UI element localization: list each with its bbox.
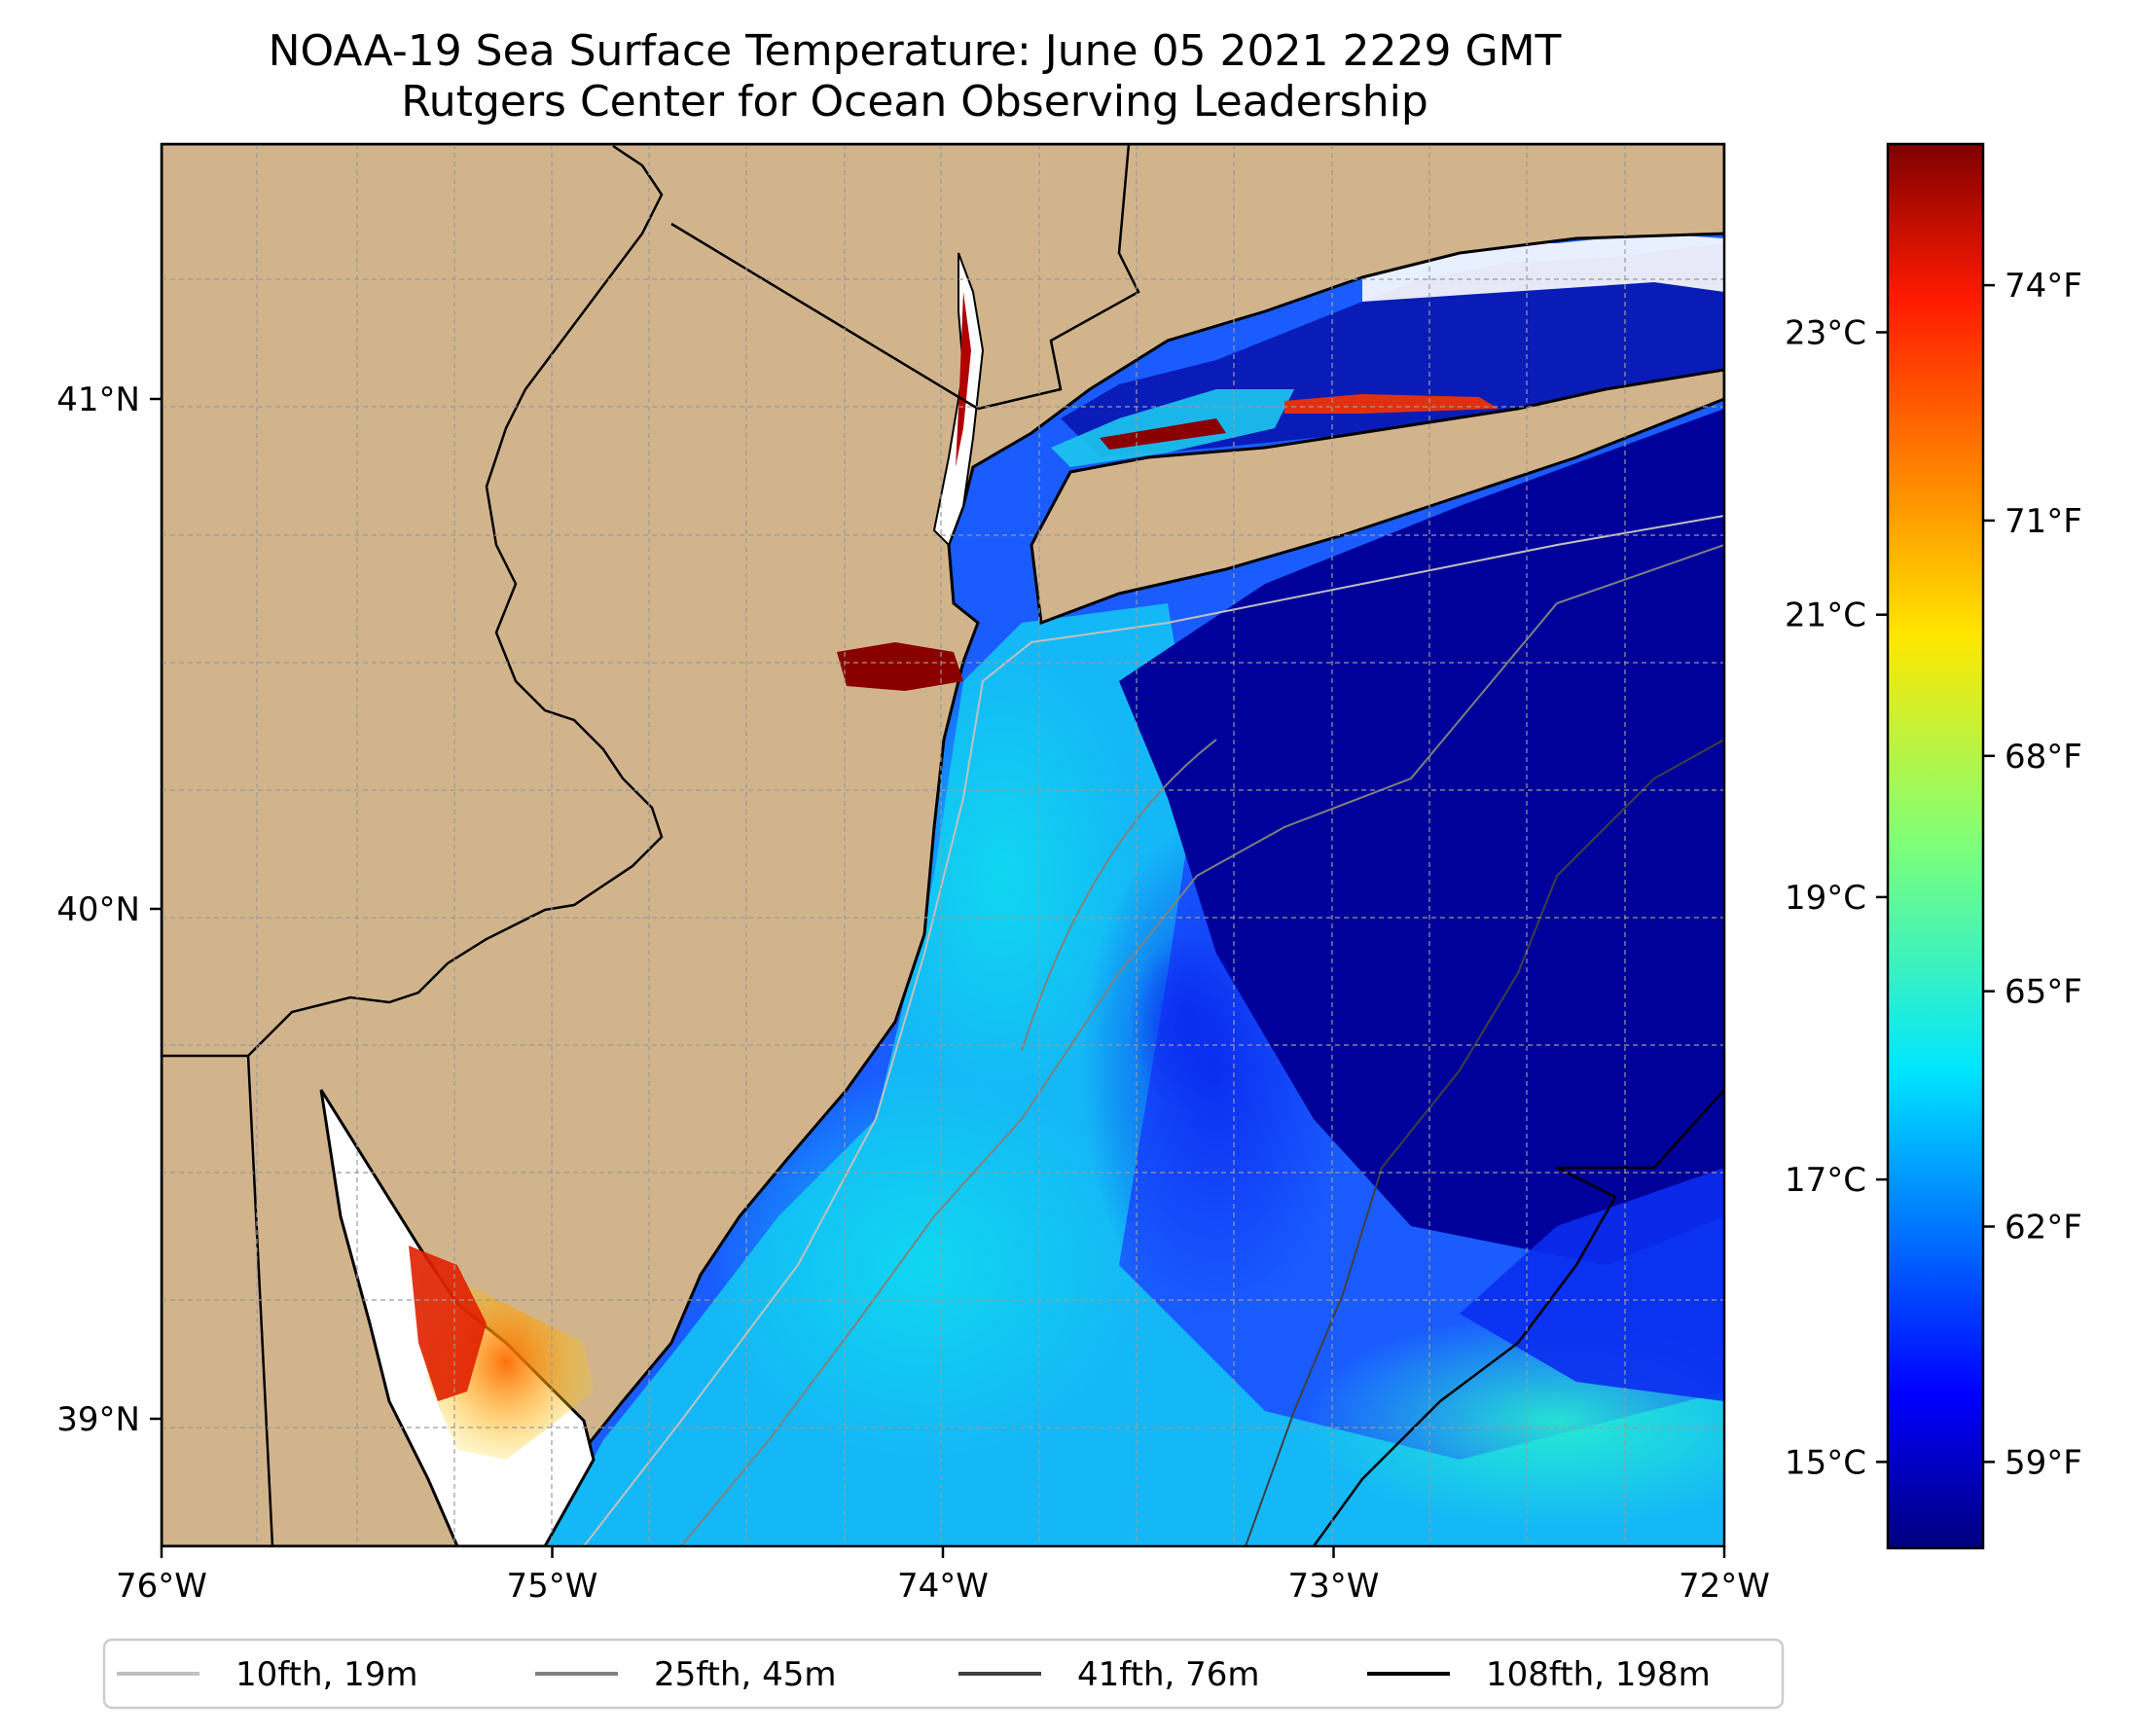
map-gridlines <box>162 144 1724 1546</box>
legend-box <box>102 1638 1785 1710</box>
lat-tick-label: 41°N <box>56 380 140 419</box>
sound-hot-strip <box>1100 418 1226 450</box>
ocean-cold-region <box>1119 409 1724 1265</box>
colorbar: 74°F 71°F 68°F 65°F 62°F 59°F 23°C 21°C 19°C 17°… <box>1785 142 2082 1550</box>
ny-ct-border <box>977 144 1140 411</box>
ocean-cool-patch <box>1460 1168 1724 1401</box>
contour-10fth <box>583 515 1724 1546</box>
colorbar-c-label: 15°C <box>1785 1443 1866 1482</box>
title-line-2: Rutgers Center for Ocean Observing Leade… <box>401 77 1428 127</box>
lon-tick-label: 73°W <box>1288 1567 1380 1606</box>
ocean-cool-patch <box>1129 934 1246 1109</box>
colorbar-c-label: 17°C <box>1785 1161 1866 1200</box>
lon-tick-label: 75°W <box>507 1567 598 1606</box>
colorbar-f-label: 62°F <box>2005 1208 2082 1247</box>
lon-tick-label: 76°W <box>116 1567 207 1606</box>
lat-tick-label: 40°N <box>56 890 140 929</box>
contour-25fth <box>1021 739 1217 1052</box>
colorbar-c-label: 21°C <box>1785 597 1866 635</box>
latitude-axis: 39°N 40°N 41°N <box>56 380 162 1439</box>
lat-tick-label: 39°N <box>56 1400 140 1439</box>
colorbar-f-label: 65°F <box>2005 973 2082 1012</box>
colorbar-c-label: 23°C <box>1785 313 1866 352</box>
colorbar-f-label: 71°F <box>2005 502 2082 541</box>
colorbar-gradient <box>1886 142 1985 1550</box>
colorbar-fahrenheit-axis: 74°F 71°F 68°F 65°F 62°F 59°F <box>1983 267 2082 1482</box>
colorbar-c-label: 19°C <box>1785 879 1866 918</box>
colorbar-celsius-axis: 23°C 21°C 19°C 17°C 15°C <box>1785 313 1888 1482</box>
contour-108fth <box>1312 1089 1724 1546</box>
raritan-bay-hot <box>837 642 963 691</box>
legend-label: 41fth, 76m <box>1077 1655 1260 1694</box>
land-long-island <box>1030 368 1724 626</box>
map-area <box>162 144 1724 1546</box>
ocean-warm-patch <box>710 1070 1138 1460</box>
delaware-bay-hot <box>409 1246 487 1401</box>
legend-label: 108fth, 198m <box>1486 1655 1711 1694</box>
ny-nj-border <box>670 222 979 411</box>
contour-25fth <box>680 544 1724 1546</box>
legend-label: 25fth, 45m <box>654 1655 837 1694</box>
colorbar-f-label: 68°F <box>2005 738 2082 777</box>
lon-tick-label: 72°W <box>1679 1567 1770 1606</box>
contour-41fth <box>1245 739 1724 1546</box>
longitude-axis: 76°W 75°W 74°W 73°W 72°W <box>116 1546 1770 1606</box>
title-line-1: NOAA-19 Sea Surface Temperature: June 05… <box>268 26 1562 76</box>
colorbar-f-label: 59°F <box>2005 1443 2082 1482</box>
lon-tick-label: 74°W <box>897 1567 989 1606</box>
sound-hot-strip <box>1284 394 1499 414</box>
legend-label: 10fth, 19m <box>235 1655 418 1694</box>
hudson-river-hot <box>956 292 971 467</box>
colorbar-f-label: 74°F <box>2005 267 2082 306</box>
legend: 10fth, 19m 25fth, 45m 41fth, 76m 108fth, 19… <box>102 1638 1785 1710</box>
